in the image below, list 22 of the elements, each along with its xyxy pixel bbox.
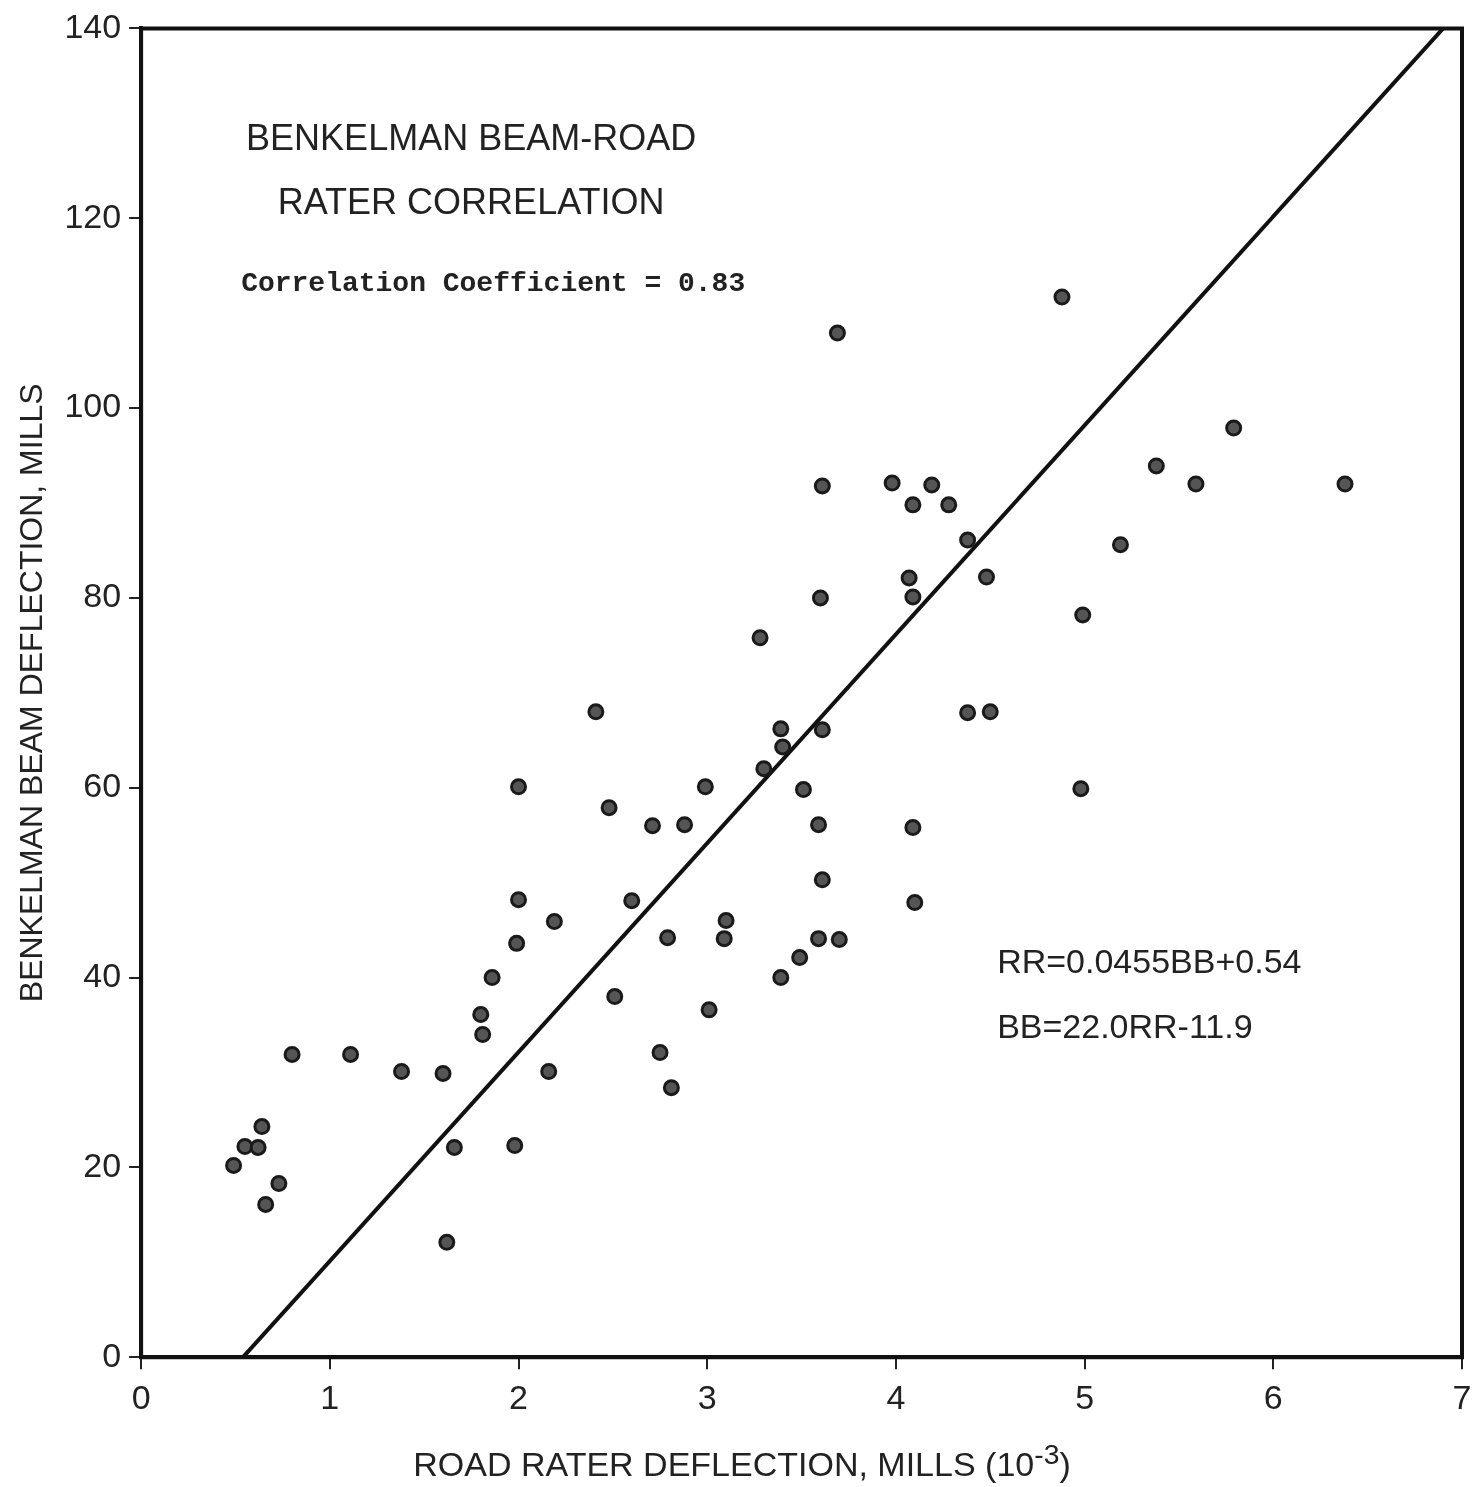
x-tick-label: 6 xyxy=(1263,1377,1283,1416)
x-tick-label: 5 xyxy=(1075,1377,1095,1416)
text: BENKELMAN BEAM-ROAD RATER CORRELATION xyxy=(246,117,697,223)
annotation: Correlation Coefficient = 0.83 xyxy=(241,268,746,300)
annotation: BB=22.0RR-11.9 xyxy=(997,1006,1253,1045)
x-tick-label: 2 xyxy=(509,1377,528,1416)
y-tick-label: 140 xyxy=(64,6,122,45)
y-tick-label: 0 xyxy=(102,1335,122,1374)
x-tick-label: 0 xyxy=(131,1377,151,1416)
x-axis-title: ROAD RATER DEFLECTION, MILLS (10$^{-3}$) xyxy=(412,1438,1072,1485)
x-tick-label: 3 xyxy=(697,1377,717,1416)
y-axis-title: BENKELMAN BEAM DEFLECTION, MILLS xyxy=(13,383,50,1003)
y-tick-label: 100 xyxy=(64,386,122,425)
y-tick-label: 120 xyxy=(64,196,122,235)
x-tick-label: 7 xyxy=(1452,1377,1472,1416)
y-tick-label: 60 xyxy=(83,766,122,805)
annotation: RR=0.0455BB+0.54 xyxy=(997,941,1302,980)
y-tick-label: 80 xyxy=(83,576,122,615)
x-tick-label: 1 xyxy=(320,1377,340,1416)
x-tick-label: 4 xyxy=(886,1377,906,1416)
y-tick-label: 20 xyxy=(83,1145,122,1184)
y-tick-label: 40 xyxy=(83,955,122,994)
